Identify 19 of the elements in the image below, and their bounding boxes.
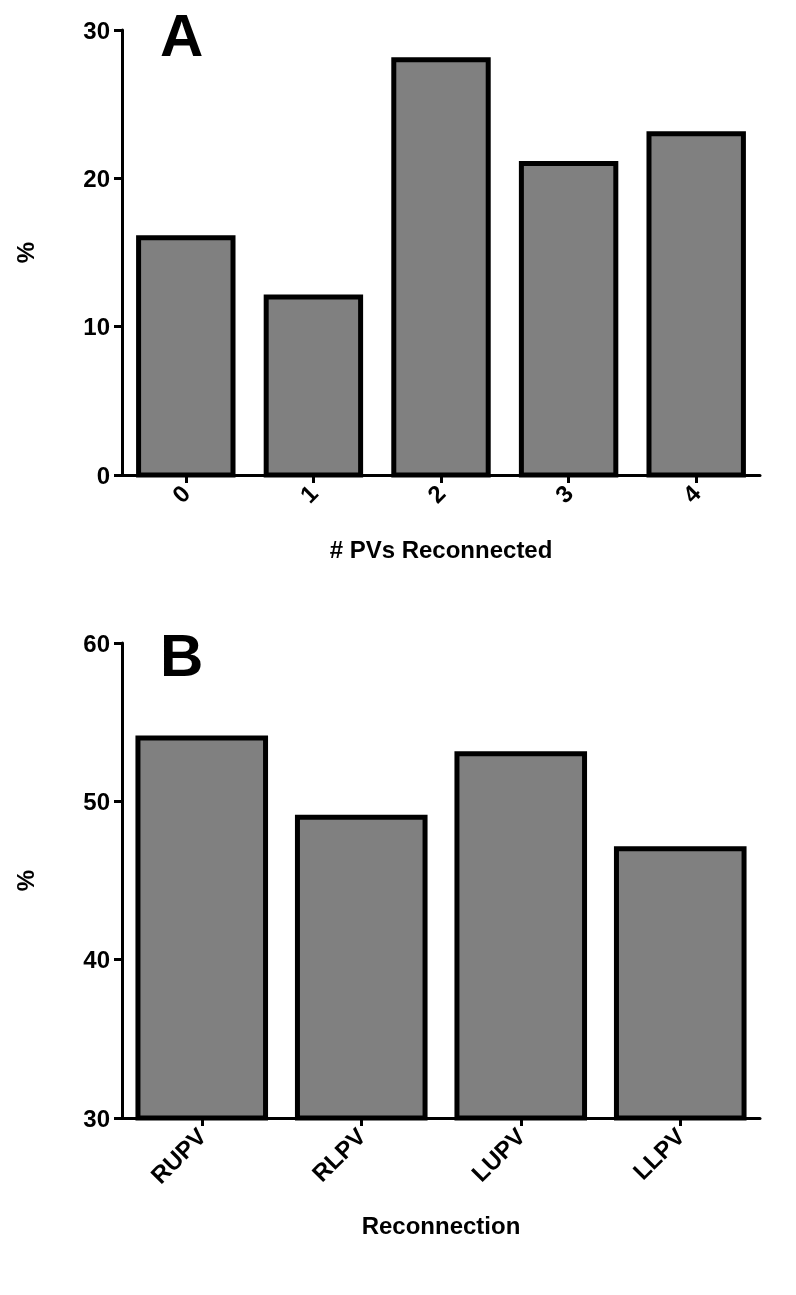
x-tick-label: 2 <box>422 479 451 508</box>
x-axis-title: # PVs Reconnected <box>329 535 553 563</box>
y-tick-label: 40 <box>83 946 110 974</box>
chart-title: A <box>160 1 204 69</box>
y-tick-label: 30 <box>83 16 110 44</box>
x-tick-label: 4 <box>677 478 707 508</box>
y-tick-label: 10 <box>83 313 110 341</box>
x-tick-label: 1 <box>294 479 323 508</box>
y-tick-label: 50 <box>83 787 110 815</box>
x-tick-label: 3 <box>549 479 579 508</box>
x-axis-title: Reconnection <box>361 1211 521 1239</box>
y-tick-label: 30 <box>83 1104 110 1132</box>
y-tick-label: 60 <box>83 629 110 657</box>
x-tick-label: 0 <box>166 479 196 508</box>
y-tick-label: 20 <box>83 164 110 192</box>
chart-title: B <box>160 621 204 689</box>
y-tick-label: 0 <box>96 461 110 489</box>
y-axis-title: % <box>11 241 39 264</box>
y-axis-title: % <box>11 869 39 892</box>
